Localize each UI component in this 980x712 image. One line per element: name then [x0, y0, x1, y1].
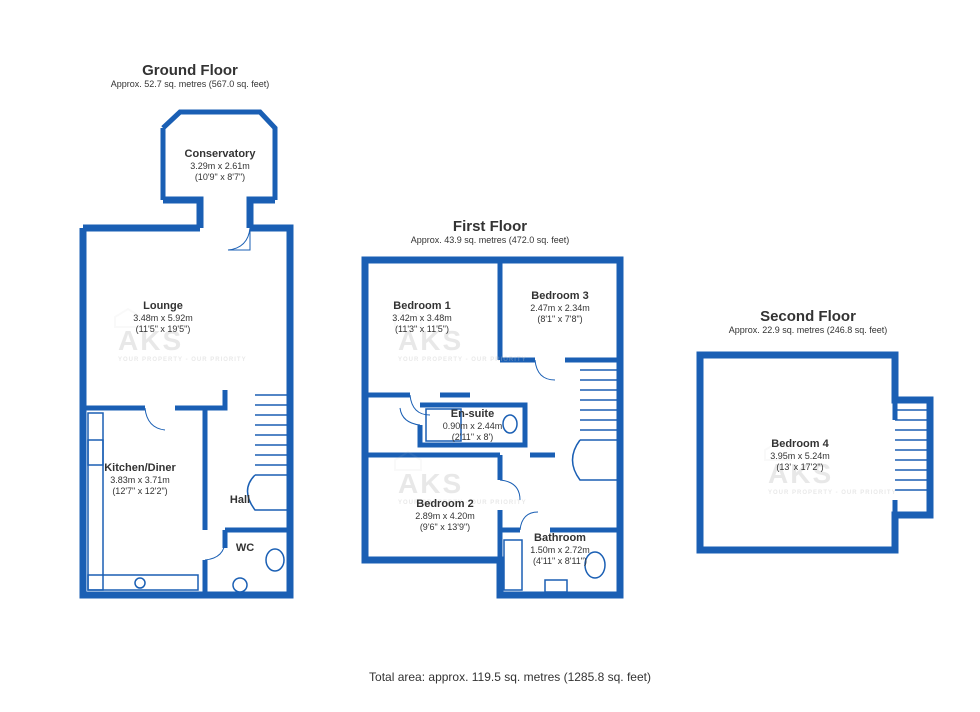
- room-conservatory: Conservatory 3.29m x 2.61m (10'9" x 8'7"…: [165, 148, 275, 183]
- room-bedroom3: Bedroom 3 2.47m x 2.34m (8'1" x 7'8"): [510, 290, 610, 325]
- second-floor-title: Second Floor Approx. 22.9 sq. metres (24…: [718, 308, 898, 335]
- room-wc: WC: [230, 542, 260, 555]
- ground-floor-title: Ground Floor Approx. 52.7 sq. metres (56…: [100, 62, 280, 89]
- room-bedroom4: Bedroom 4 3.95m x 5.24m (13' x 17'2"): [750, 438, 850, 473]
- room-bedroom1: Bedroom 1 3.42m x 3.48m (11'3" x 11'5"): [372, 300, 472, 335]
- first-floor-title: First Floor Approx. 43.9 sq. metres (472…: [400, 218, 580, 245]
- room-kitchen: Kitchen/Diner 3.83m x 3.71m (12'7" x 12'…: [85, 462, 195, 497]
- room-bedroom2: Bedroom 2 2.89m x 4.20m (9'6" x 13'9"): [395, 498, 495, 533]
- room-lounge: Lounge 3.48m x 5.92m (11'5" x 19'5"): [113, 300, 213, 335]
- room-bathroom: Bathroom 1.50m x 2.72m (4'11" x 8'11"): [510, 532, 610, 567]
- room-ensuite: En-suite 0.90m x 2.44m (2'11" x 8'): [425, 408, 520, 443]
- total-area-text: Total area: approx. 119.5 sq. metres (12…: [330, 670, 690, 684]
- room-hall: Hall: [220, 494, 260, 507]
